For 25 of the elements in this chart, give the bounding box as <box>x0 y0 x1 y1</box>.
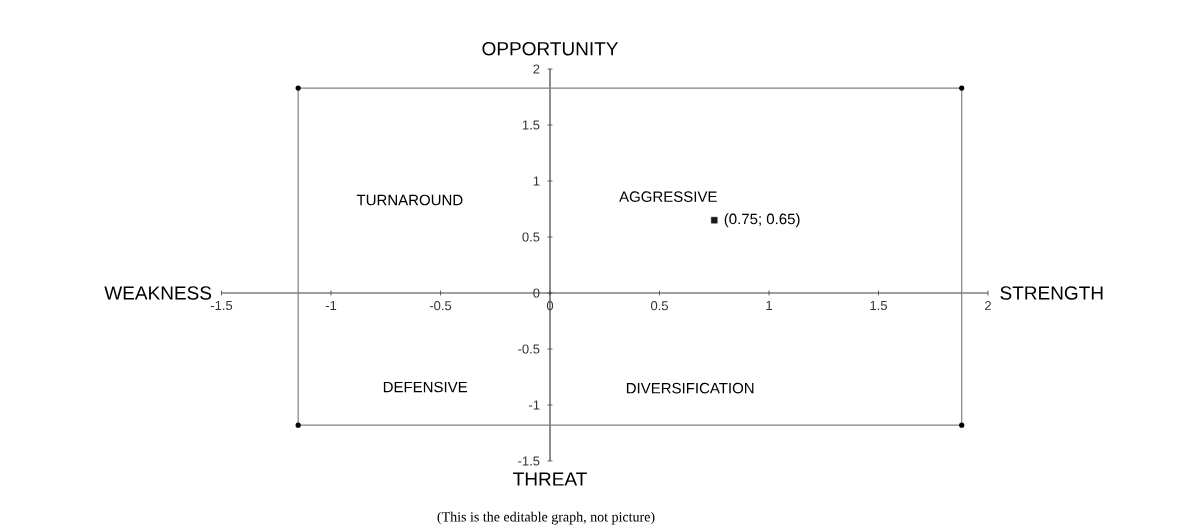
x-axis-title: STRENGTH <box>1000 286 1103 300</box>
annotation: DEFENSIVE <box>383 381 468 393</box>
y-tick-label: 2 <box>533 64 540 74</box>
y-axis-title: OPPORTUNITY <box>482 42 619 56</box>
x-tick-label: -1 <box>325 301 337 310</box>
annotation: DIVERSIFICATION <box>626 382 754 394</box>
data-label: (0.75; 0.65) <box>724 213 800 228</box>
x-tick-label: 1 <box>766 301 772 310</box>
y-tick-label: 0.5 <box>522 232 540 242</box>
annotation: AGGRESSIVE <box>619 191 717 202</box>
y-tick-label: -1.5 <box>518 456 540 466</box>
y-tick-label: 0 <box>533 288 540 298</box>
text: WEAKNESS <box>104 286 212 300</box>
text: (This is the editable graph, not picture) <box>437 511 655 525</box>
y-tick-label: 1 <box>533 176 540 186</box>
y-tick-label: 1.5 <box>522 120 540 130</box>
text: THREAT <box>513 472 587 486</box>
x-tick-label: 1.5 <box>870 301 887 311</box>
x-tick-label: -0.5 <box>429 301 452 311</box>
y-tick-label: -0.5 <box>518 344 540 354</box>
y-tick-label: -1 <box>528 400 540 410</box>
x-tick-label: 0.5 <box>650 301 668 311</box>
x-tick-label: -1.5 <box>210 301 233 311</box>
x-tick-label: 2 <box>985 301 991 311</box>
annotation: TURNAROUND <box>356 194 463 206</box>
